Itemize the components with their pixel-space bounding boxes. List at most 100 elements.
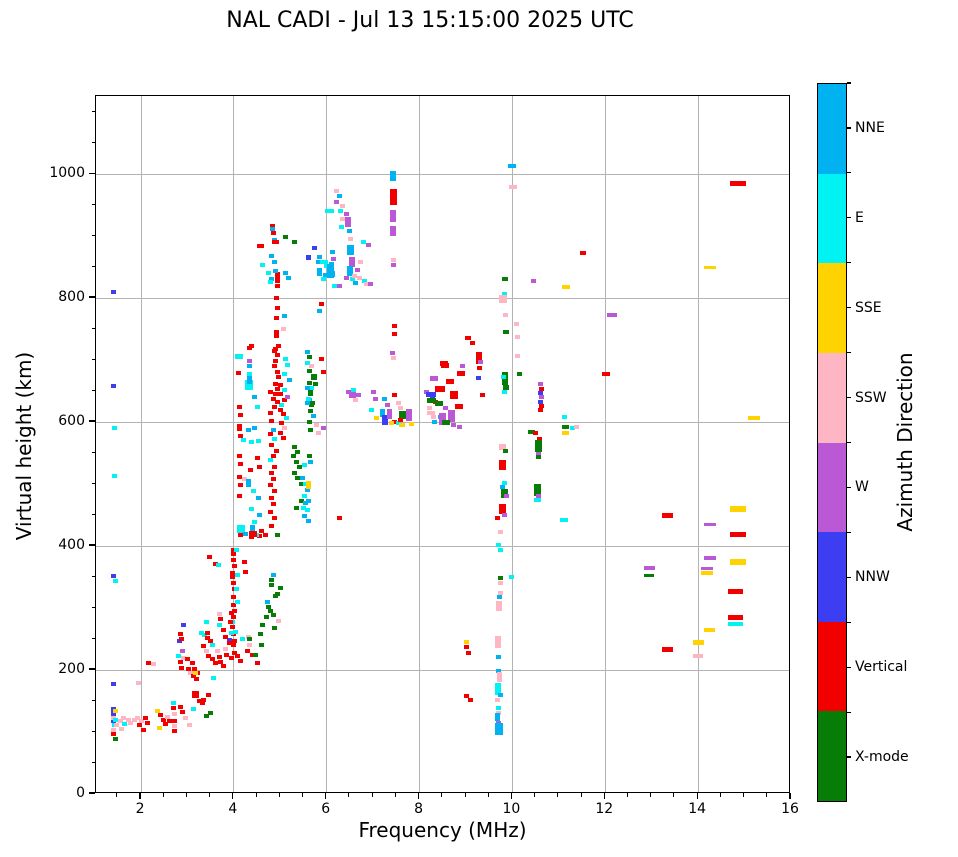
data-point <box>643 566 655 571</box>
data-point <box>464 694 470 699</box>
data-point <box>470 340 476 345</box>
data-point <box>246 478 252 487</box>
data-point <box>110 384 116 389</box>
data-point <box>184 656 190 661</box>
data-point <box>306 454 312 459</box>
data-point <box>237 494 243 499</box>
data-point <box>270 427 276 432</box>
data-point <box>185 667 191 672</box>
colorbar-tick-label: E <box>855 209 864 226</box>
x-major-tick <box>789 793 791 799</box>
data-point <box>181 655 187 660</box>
data-point <box>281 372 287 377</box>
data-point <box>358 260 364 265</box>
data-point <box>263 615 269 620</box>
x-tick-label: 14 <box>688 801 707 817</box>
y-minor-tick <box>91 730 95 732</box>
data-point <box>701 570 714 575</box>
data-point <box>248 343 254 348</box>
data-point <box>260 623 266 628</box>
data-point <box>234 353 243 359</box>
data-point <box>496 655 502 659</box>
data-point <box>249 653 255 658</box>
data-point <box>236 524 245 533</box>
data-point <box>259 528 265 533</box>
data-point <box>495 682 502 695</box>
data-point <box>269 524 275 529</box>
data-point <box>513 322 519 327</box>
data-point <box>390 226 397 237</box>
data-point <box>237 462 243 467</box>
data-point <box>235 654 241 659</box>
data-point <box>561 415 567 420</box>
data-point <box>290 454 296 459</box>
x-tick-label: 10 <box>502 801 521 817</box>
data-point <box>283 235 289 240</box>
colorbar-boundary-tick <box>847 262 851 264</box>
data-point <box>235 573 241 578</box>
data-point <box>269 418 275 423</box>
data-point <box>352 273 358 278</box>
data-point <box>194 676 200 681</box>
x-major-tick <box>603 793 605 799</box>
x-minor-tick <box>464 793 466 797</box>
data-point <box>316 309 322 314</box>
data-point <box>309 364 315 369</box>
data-point <box>272 239 280 244</box>
y-gridline <box>96 173 789 175</box>
data-point <box>269 495 275 500</box>
data-point <box>281 435 287 440</box>
data-point <box>431 415 437 420</box>
data-point <box>111 722 117 727</box>
data-point <box>278 402 284 407</box>
data-point <box>294 505 300 510</box>
data-point <box>233 629 239 634</box>
data-point <box>226 641 232 646</box>
data-point <box>304 385 310 390</box>
data-point <box>238 483 244 488</box>
data-point <box>111 732 117 737</box>
data-point <box>500 488 508 498</box>
data-point <box>500 375 506 380</box>
data-point <box>158 712 164 717</box>
data-point <box>365 243 371 248</box>
colorbar-tick <box>847 127 851 129</box>
data-point <box>223 646 229 651</box>
data-point <box>537 408 543 413</box>
x-minor-tick <box>348 793 350 797</box>
data-point <box>498 530 504 535</box>
colorbar-segment <box>818 442 846 533</box>
y-tick-label: 0 <box>76 785 85 801</box>
data-point <box>463 645 469 650</box>
data-point <box>360 240 366 245</box>
data-point <box>535 440 543 453</box>
data-point <box>112 736 118 741</box>
data-point <box>320 277 326 282</box>
data-point <box>455 404 464 410</box>
chart-title: NAL CADI - Jul 13 15:15:00 2025 UTC <box>226 8 634 33</box>
data-point <box>336 284 342 289</box>
data-point <box>112 708 118 713</box>
data-point <box>110 682 116 687</box>
data-point <box>429 376 438 382</box>
x-major-tick <box>232 793 234 799</box>
x-gridline <box>511 96 513 792</box>
data-point <box>497 693 503 698</box>
colorbar-segment <box>818 263 846 353</box>
data-point <box>502 377 508 386</box>
data-point <box>233 587 239 592</box>
data-point <box>349 257 356 268</box>
data-point <box>374 416 380 421</box>
data-point <box>379 408 385 417</box>
data-point <box>501 390 507 395</box>
x-major-tick <box>417 793 420 799</box>
data-point <box>386 409 392 419</box>
y-tick-label: 200 <box>58 661 85 678</box>
data-point <box>508 164 517 169</box>
data-point <box>301 494 307 499</box>
data-point <box>310 401 316 406</box>
data-point <box>266 604 272 609</box>
data-point <box>502 449 508 454</box>
y-tick-label: 600 <box>58 413 85 430</box>
data-point <box>301 505 307 510</box>
